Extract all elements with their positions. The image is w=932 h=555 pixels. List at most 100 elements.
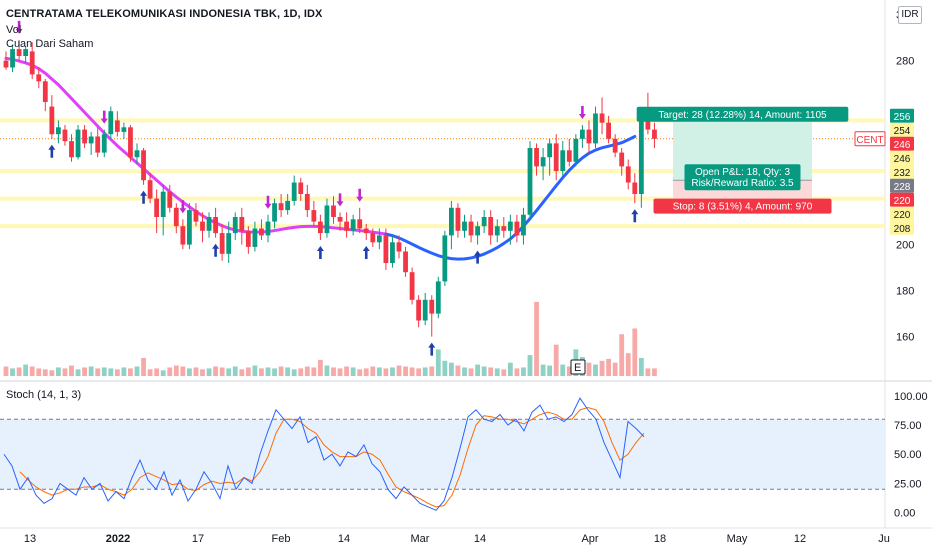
candle-body	[363, 228, 369, 234]
level-line	[0, 118, 885, 123]
volume-bar	[514, 368, 520, 376]
volume-label: Vol	[6, 24, 22, 36]
candle-body	[566, 150, 572, 162]
volume-bar	[311, 367, 317, 376]
price-tick-label: 180	[896, 286, 914, 298]
volume-bar	[586, 362, 592, 376]
candle-body	[449, 207, 454, 236]
sell-signal-arrow-icon	[179, 200, 187, 214]
time-tick-label: Apr	[581, 533, 598, 545]
price-label-text: 246	[894, 154, 911, 165]
candle-body	[134, 150, 140, 158]
stoch-band	[0, 419, 885, 490]
volume-bar	[56, 367, 61, 376]
indicator-label: Cuan Dari Saham	[6, 38, 94, 50]
price-label: 208	[890, 220, 914, 235]
volume-bar	[507, 362, 513, 376]
buy-signal-arrow-icon	[362, 246, 370, 259]
volume-bar	[638, 357, 644, 376]
volume-bar	[128, 368, 133, 376]
price-tick-label: 160	[896, 332, 914, 344]
time-tick-label: 14	[474, 533, 486, 545]
volume-bar	[173, 365, 179, 376]
candle-body	[239, 217, 245, 231]
time-tick-label: 17	[192, 533, 204, 545]
candle-body	[49, 106, 55, 135]
volume-bar	[259, 368, 264, 376]
volume-bar	[494, 368, 500, 376]
volume-bar	[272, 368, 277, 376]
volume-bar	[219, 367, 225, 376]
candle-body	[514, 221, 520, 236]
candle-body	[121, 127, 127, 132]
candle-body	[285, 200, 291, 211]
candle-body	[337, 217, 343, 222]
volume-bar	[108, 368, 114, 376]
volume-bar	[187, 368, 192, 376]
volume-bar	[265, 367, 271, 376]
volume-bar	[154, 368, 160, 376]
volume-bar	[75, 369, 81, 376]
symbol-tag: CENT	[854, 131, 886, 147]
volume-bar	[455, 365, 461, 376]
volume-bar	[363, 368, 369, 376]
volume-bar	[318, 359, 323, 376]
candle-body	[488, 217, 494, 236]
price-label: 246	[890, 150, 914, 165]
stop-label-text: Stop: 8 (3.51%) 4, Amount: 970	[673, 202, 813, 213]
volume-bar	[114, 369, 120, 376]
candle-body	[435, 281, 441, 314]
volume-bar	[239, 369, 245, 376]
price-label: 232	[890, 164, 914, 179]
buy-signal-arrow-icon	[48, 144, 56, 158]
candle-body	[128, 127, 133, 158]
earnings-marker: E	[570, 359, 586, 375]
volume-bar	[3, 366, 9, 376]
volume-bar	[23, 364, 29, 376]
volume-bar	[95, 368, 101, 376]
candle-body	[160, 191, 166, 217]
volume-bar	[442, 360, 448, 376]
candle-body	[114, 120, 120, 132]
volume-bar	[134, 366, 140, 376]
level-line	[0, 169, 885, 173]
price-label: 220	[890, 206, 914, 221]
candle-body	[553, 143, 559, 171]
buy-signal-arrow-icon	[474, 250, 482, 264]
candle-body	[475, 226, 480, 236]
currency-selector[interactable]: IDR	[898, 6, 922, 24]
volume-bar	[527, 355, 533, 376]
volume-bar	[619, 334, 625, 376]
pnl-label-text: Open P&L: 18, Qty: 3	[695, 167, 790, 178]
candle-body	[278, 203, 284, 211]
price-label-bg	[890, 136, 914, 151]
candle-body	[219, 233, 225, 254]
candle-body	[245, 230, 251, 247]
volume-bar	[278, 366, 284, 376]
candle-body	[521, 214, 526, 236]
candle-body	[632, 182, 638, 194]
sell-signal-arrow-icon	[356, 188, 364, 202]
volume-bar	[180, 366, 186, 376]
buy-signal-arrow-icon	[316, 246, 324, 259]
candle-body	[547, 143, 553, 158]
candle-body	[42, 81, 48, 102]
price-tick-label: 280	[896, 56, 914, 68]
volume-bar	[488, 367, 494, 376]
time-tick-label: 14	[338, 533, 350, 545]
volume-bar	[49, 370, 55, 376]
time-tick-label: Mar	[411, 533, 430, 545]
volume-bar	[213, 366, 218, 376]
volume-bar	[88, 366, 94, 376]
price-label-text: 208	[894, 224, 911, 235]
volume-bar	[383, 368, 389, 376]
volume-bar	[121, 367, 127, 376]
volume-bar	[625, 353, 631, 376]
volume-bar	[370, 366, 376, 376]
candle-body	[265, 221, 271, 236]
volume-bar	[593, 364, 598, 376]
candle-body	[416, 299, 422, 321]
volume-bar	[599, 360, 605, 376]
